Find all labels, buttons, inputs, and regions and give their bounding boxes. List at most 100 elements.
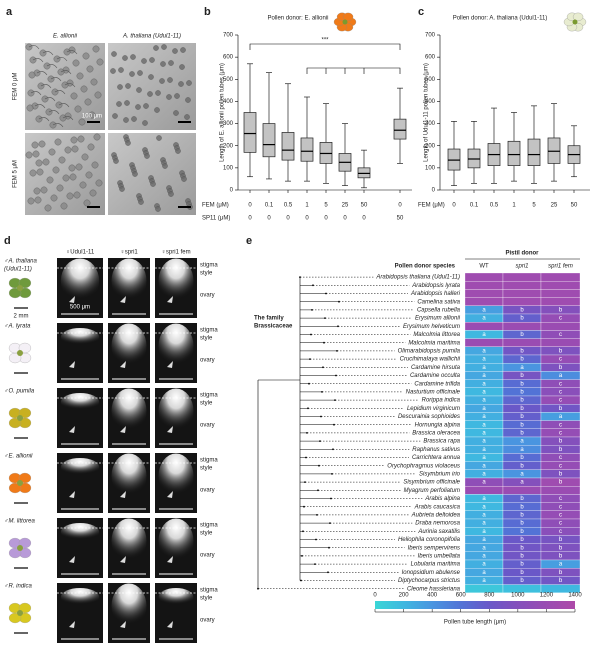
pollen-tube-glow: [111, 583, 147, 629]
heatmap-cell: [464, 486, 504, 495]
column-header: ♀spri1 fem: [161, 250, 190, 256]
pollen-grain: [175, 148, 181, 154]
tree-node: [318, 464, 320, 467]
cell-letter: a: [482, 365, 486, 371]
colorbar-tick-label: 1000: [511, 593, 525, 599]
region-label: ovary: [200, 358, 215, 364]
colorbar-tick-label: 0: [373, 593, 377, 599]
cell-letter: b: [520, 455, 524, 461]
row-label: Arabidopsis halleri: [410, 291, 461, 297]
arrowhead: [120, 361, 126, 368]
colorbar-tick-label: 400: [427, 593, 438, 599]
pollen-grain: [147, 91, 153, 97]
tree-node: [327, 571, 329, 574]
heatmap-cell: [540, 272, 581, 282]
pollen-grain: [28, 71, 36, 79]
pollen-grain: [31, 141, 39, 149]
row-label: Olimarabidopsis pumila: [398, 348, 461, 354]
pollen-grain: [174, 93, 180, 99]
column-header: E. allionii: [53, 34, 78, 40]
tree-node: [337, 325, 339, 328]
cell-letter: a: [482, 373, 486, 379]
heatmap-cell: [464, 289, 504, 298]
cell-letter: b: [559, 471, 563, 477]
cell-letter: c: [559, 389, 562, 395]
x-tick-label: 0: [343, 216, 347, 222]
pollen-tube-glow: [60, 458, 100, 476]
tree-node: [335, 374, 337, 377]
row-label: Arabis alpina: [424, 496, 460, 502]
pollen-grain: [94, 91, 102, 99]
row-label: ♂M. littorea: [4, 519, 36, 525]
pollen-grain: [144, 153, 150, 159]
annotation: The family: [254, 316, 284, 322]
pollen-grain: [27, 197, 35, 205]
tree-node: [333, 423, 335, 426]
heatmap-cell: [540, 322, 581, 331]
pollen-grain: [118, 67, 124, 73]
row-label: Cleome hassleriana: [407, 586, 461, 592]
region-label: stigma: [200, 393, 218, 399]
row-label: Capsella rubella: [417, 307, 461, 313]
tree-node: [257, 587, 259, 590]
arrowhead: [167, 296, 173, 303]
row-label: Carrichtera annua: [412, 455, 461, 461]
cell-letter: b: [520, 406, 524, 412]
tree-node: [311, 309, 313, 311]
scale-bar-label: 100 μm: [82, 114, 102, 120]
cell-letter: a: [482, 430, 486, 436]
pollen-tube: [34, 104, 46, 109]
pollen-tube: [66, 50, 78, 55]
flower-scale-label: 2 mm: [14, 314, 29, 320]
cell-letter: a: [482, 562, 486, 568]
cell-letter: a: [482, 455, 486, 461]
tree-node: [302, 530, 304, 533]
pollen-tube-glow: [158, 258, 194, 304]
pollen-grain: [70, 92, 78, 100]
cell-letter: a: [482, 348, 486, 354]
y-tick-label: 700: [223, 33, 234, 39]
pollen-tube-glow: [158, 453, 194, 499]
pollen-grain: [160, 61, 166, 67]
column-header: ♀spri1: [120, 250, 138, 256]
pollen-grain: [153, 45, 159, 51]
cell-letter: a: [559, 562, 563, 568]
cell-letter: b: [559, 406, 563, 412]
row-label: ♂R. indica: [4, 584, 33, 590]
box: [262, 123, 276, 158]
cell-letter: c: [559, 463, 562, 469]
arrowhead: [120, 556, 126, 563]
colorbar-label: Pollen tube length (μm): [444, 620, 506, 626]
arrowhead: [69, 621, 75, 628]
pollen-grain: [172, 48, 178, 54]
flower-petal: [572, 12, 584, 21]
row-label: Arabidopsis lyrata: [411, 283, 460, 289]
tree-node: [300, 579, 302, 582]
panel-label: c: [418, 6, 424, 18]
pollen-grain: [73, 191, 81, 199]
y-tick-label: 0: [230, 188, 234, 194]
pollen-grain: [78, 118, 86, 126]
pollen-grain: [155, 206, 161, 212]
pollen-grain: [36, 168, 44, 176]
tree-node: [320, 415, 322, 418]
region-label: style: [200, 401, 213, 407]
heatmap-cell: [502, 289, 542, 298]
pollen-grain: [44, 204, 52, 212]
colorbar-tick-label: 1400: [568, 593, 582, 599]
flower-center: [17, 350, 23, 356]
cell-letter: b: [559, 439, 563, 445]
cell-letter: b: [520, 463, 524, 469]
x-tick-label: 0.5: [490, 203, 499, 209]
pollen-grain: [93, 133, 101, 141]
cell-letter: a: [482, 512, 486, 518]
pollen-grain: [117, 84, 123, 90]
cell-letter: b: [520, 529, 524, 535]
tree-node: [324, 317, 326, 319]
pollen-grain: [148, 74, 154, 80]
tree-node: [328, 546, 330, 549]
colorbar-tick-label: 200: [399, 593, 410, 599]
x-tick-label: 50: [397, 216, 404, 222]
pollen-tube: [28, 45, 40, 50]
cell-letter: b: [520, 545, 524, 551]
